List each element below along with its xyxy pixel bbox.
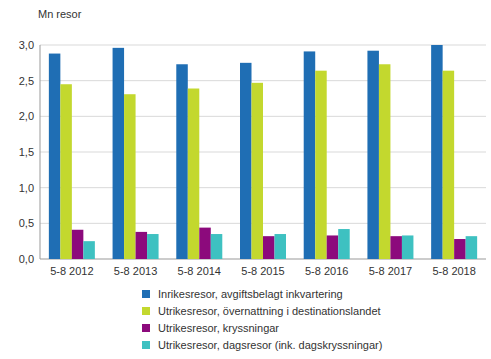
y-tick-label: 1,5 (19, 146, 34, 158)
bar (263, 236, 275, 259)
x-tick-label: 5-8 2016 (305, 265, 348, 277)
legend-label: Utrikesresor, övernattning i destination… (158, 305, 381, 317)
bar (390, 236, 402, 259)
y-tick-label: 1,0 (19, 182, 34, 194)
bar (252, 83, 264, 259)
legend: Inrikesresor, avgiftsbelagt inkvartering… (142, 288, 382, 351)
legend-label: Utrikesresor, dagsresor (ink. dagskryssn… (158, 339, 382, 351)
x-tick-label: 5-8 2015 (241, 265, 284, 277)
legend-label: Inrikesresor, avgiftsbelagt inkvartering (158, 288, 343, 300)
bar (240, 63, 252, 259)
bar (49, 54, 61, 259)
bar (124, 94, 136, 259)
x-tick-label: 5-8 2017 (369, 265, 412, 277)
y-tick-label: 0,5 (19, 217, 34, 229)
x-tick-label: 5-8 2018 (432, 265, 475, 277)
bar (275, 234, 287, 259)
bar (113, 48, 125, 259)
bar (338, 229, 350, 259)
bar (379, 64, 391, 259)
bar (315, 71, 327, 259)
bars (49, 45, 477, 259)
bar (367, 51, 379, 259)
bar (147, 234, 159, 259)
bar (188, 89, 200, 259)
bar (83, 241, 95, 259)
y-tick-label: 2,0 (19, 110, 34, 122)
bar (466, 236, 478, 259)
y-axis-line (40, 45, 41, 259)
bar (431, 45, 443, 259)
legend-swatch (142, 290, 150, 298)
chart: Mn resor 0,0 0,5 1,0 1,5 2,0 2,5 3,0 5-8 2012 5-8… (0, 0, 491, 359)
y-tick-label: 2,5 (19, 75, 34, 87)
bar (211, 234, 223, 259)
y-tick-label: 0,0 (19, 253, 34, 265)
bar (60, 84, 72, 259)
grid-line (40, 80, 486, 81)
y-axis-label: Mn resor (38, 8, 82, 20)
bar (454, 239, 466, 259)
bar (199, 228, 211, 259)
bar (72, 230, 84, 259)
x-tick-label: 5-8 2012 (50, 265, 93, 277)
bar (136, 232, 148, 259)
legend-swatch (142, 341, 150, 349)
y-tick-label: 3,0 (19, 39, 34, 51)
x-tick-label: 5-8 2013 (114, 265, 157, 277)
legend-label: Utrikesresor, kryssningar (158, 322, 279, 334)
bar (327, 235, 339, 259)
bar (304, 51, 316, 259)
legend-swatch (142, 307, 150, 315)
bar (443, 71, 455, 259)
x-tick-label: 5-8 2014 (178, 265, 221, 277)
bar (402, 235, 414, 259)
legend-swatch (142, 324, 150, 332)
bar (176, 64, 188, 259)
grid-line (40, 45, 486, 46)
